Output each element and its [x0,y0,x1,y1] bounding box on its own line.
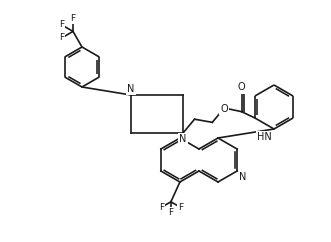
Text: F: F [168,208,173,217]
Text: N: N [179,134,187,144]
Text: F: F [159,203,164,212]
Text: F: F [71,14,75,23]
Text: F: F [59,20,64,30]
Text: O: O [220,104,228,113]
Text: F: F [178,203,183,212]
Text: HN: HN [257,132,272,142]
Text: O: O [238,82,245,92]
Text: N: N [127,84,135,94]
Text: N: N [239,172,246,182]
Text: F: F [59,33,64,42]
